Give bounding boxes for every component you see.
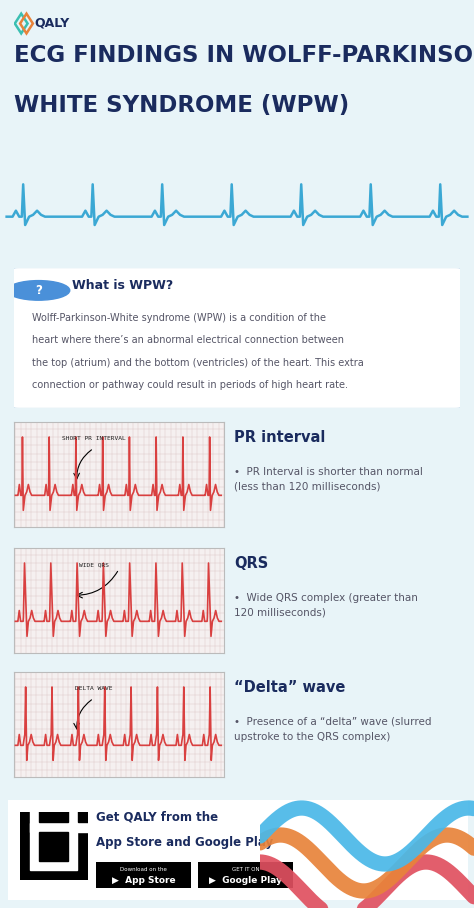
Text: WIDE QRS: WIDE QRS	[79, 562, 109, 567]
Bar	[69, 872, 77, 880]
Bar	[59, 853, 67, 861]
Text: •  Wide QRS complex (greater than
120 milliseconds): • Wide QRS complex (greater than 120 mil…	[234, 593, 418, 617]
Text: WHITE SYNDROME (WPW): WHITE SYNDROME (WPW)	[14, 94, 349, 117]
Bar	[78, 794, 107, 822]
Bar	[39, 833, 68, 861]
Text: ?: ?	[35, 284, 42, 297]
FancyBboxPatch shape	[12, 267, 462, 409]
Bar	[20, 843, 28, 851]
Text: Download on the: Download on the	[120, 867, 167, 872]
Bar	[78, 872, 87, 880]
FancyBboxPatch shape	[193, 861, 298, 889]
Bar	[29, 784, 77, 832]
Text: ▶  Google Play: ▶ Google Play	[209, 875, 282, 884]
Text: Wolff-Parkinson-White syndrome (WPW) is a condition of the: Wolff-Parkinson-White syndrome (WPW) is …	[32, 312, 326, 323]
Bar	[49, 824, 57, 832]
Text: ▶  App Store: ▶ App Store	[112, 875, 175, 884]
Bar	[39, 794, 68, 822]
Text: QRS: QRS	[234, 556, 268, 571]
Text: App Store and Google Play: App Store and Google Play	[96, 836, 273, 849]
Text: connection or pathway could result in periods of high heart rate.: connection or pathway could result in pe…	[32, 380, 348, 390]
Bar	[59, 872, 67, 880]
Bar	[78, 853, 87, 861]
Text: DELTA WAVE: DELTA WAVE	[75, 686, 112, 691]
Text: •  PR Interval is shorter than normal
(less than 120 milliseconds): • PR Interval is shorter than normal (le…	[234, 467, 423, 491]
Bar	[29, 823, 77, 871]
Text: the top (atrium) and the bottom (ventricles) of the heart. This extra: the top (atrium) and the bottom (ventric…	[32, 358, 364, 368]
Bar	[78, 862, 87, 870]
FancyBboxPatch shape	[3, 799, 473, 901]
Text: “Delta” wave: “Delta” wave	[234, 680, 346, 695]
Bar	[68, 784, 116, 832]
Bar	[49, 853, 57, 861]
Circle shape	[7, 281, 70, 301]
Text: PR interval: PR interval	[234, 430, 325, 445]
Text: Get QALY from the: Get QALY from the	[96, 810, 218, 823]
Text: •  Presence of a “delta” wave (slurred
upstroke to the QRS complex): • Presence of a “delta” wave (slurred up…	[234, 716, 431, 742]
Text: heart where there’s an abnormal electrical connection between: heart where there’s an abnormal electric…	[32, 335, 344, 345]
Text: SHORT PR INTERVAL: SHORT PR INTERVAL	[62, 436, 126, 441]
Bar	[69, 843, 77, 851]
FancyBboxPatch shape	[91, 861, 196, 889]
Text: QALY: QALY	[35, 16, 70, 29]
Text: ECG FINDINGS IN WOLFF-PARKINSON-: ECG FINDINGS IN WOLFF-PARKINSON-	[14, 44, 474, 67]
Text: GET IT ON: GET IT ON	[232, 867, 259, 872]
Text: What is WPW?: What is WPW?	[72, 279, 173, 292]
